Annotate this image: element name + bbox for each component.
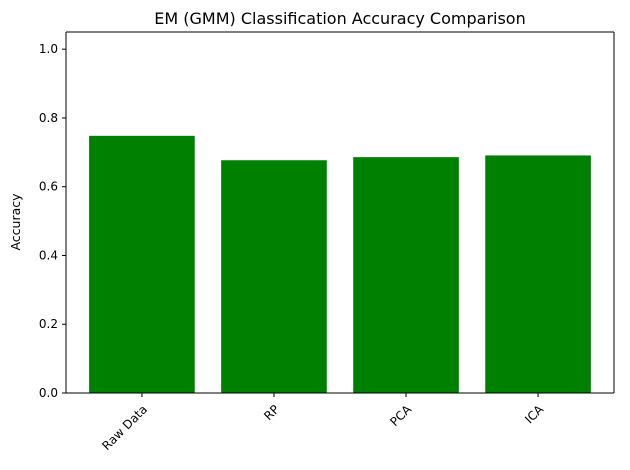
- x-axis-ticks: Raw Data RP PCA ICA: [99, 393, 547, 453]
- y-tick-label: 0.8: [39, 111, 58, 125]
- bar-rp: [221, 160, 327, 393]
- y-tick-label: 0.6: [39, 180, 58, 194]
- bar-pca: [353, 157, 459, 393]
- bars-group: [89, 135, 591, 393]
- plot-frame: [65, 31, 615, 394]
- y-tick-label: 1.0: [39, 42, 58, 56]
- x-tick-label: Raw Data: [99, 402, 150, 453]
- bar-raw-data: [89, 135, 195, 393]
- x-tick-label: PCA: [387, 402, 414, 429]
- y-tick-label: 0.4: [39, 248, 58, 262]
- x-tick-label: RP: [261, 402, 282, 423]
- x-tick-label: ICA: [522, 402, 547, 427]
- bar-ica: [485, 155, 591, 393]
- chart-title: EM (GMM) Classification Accuracy Compari…: [154, 9, 525, 28]
- y-tick-label: 0.2: [39, 317, 58, 331]
- y-axis-ticks: 0.0 0.2 0.4 0.6 0.8 1.0: [39, 42, 66, 400]
- y-axis-label: Accuracy: [8, 193, 23, 251]
- y-tick-label: 0.0: [39, 386, 58, 400]
